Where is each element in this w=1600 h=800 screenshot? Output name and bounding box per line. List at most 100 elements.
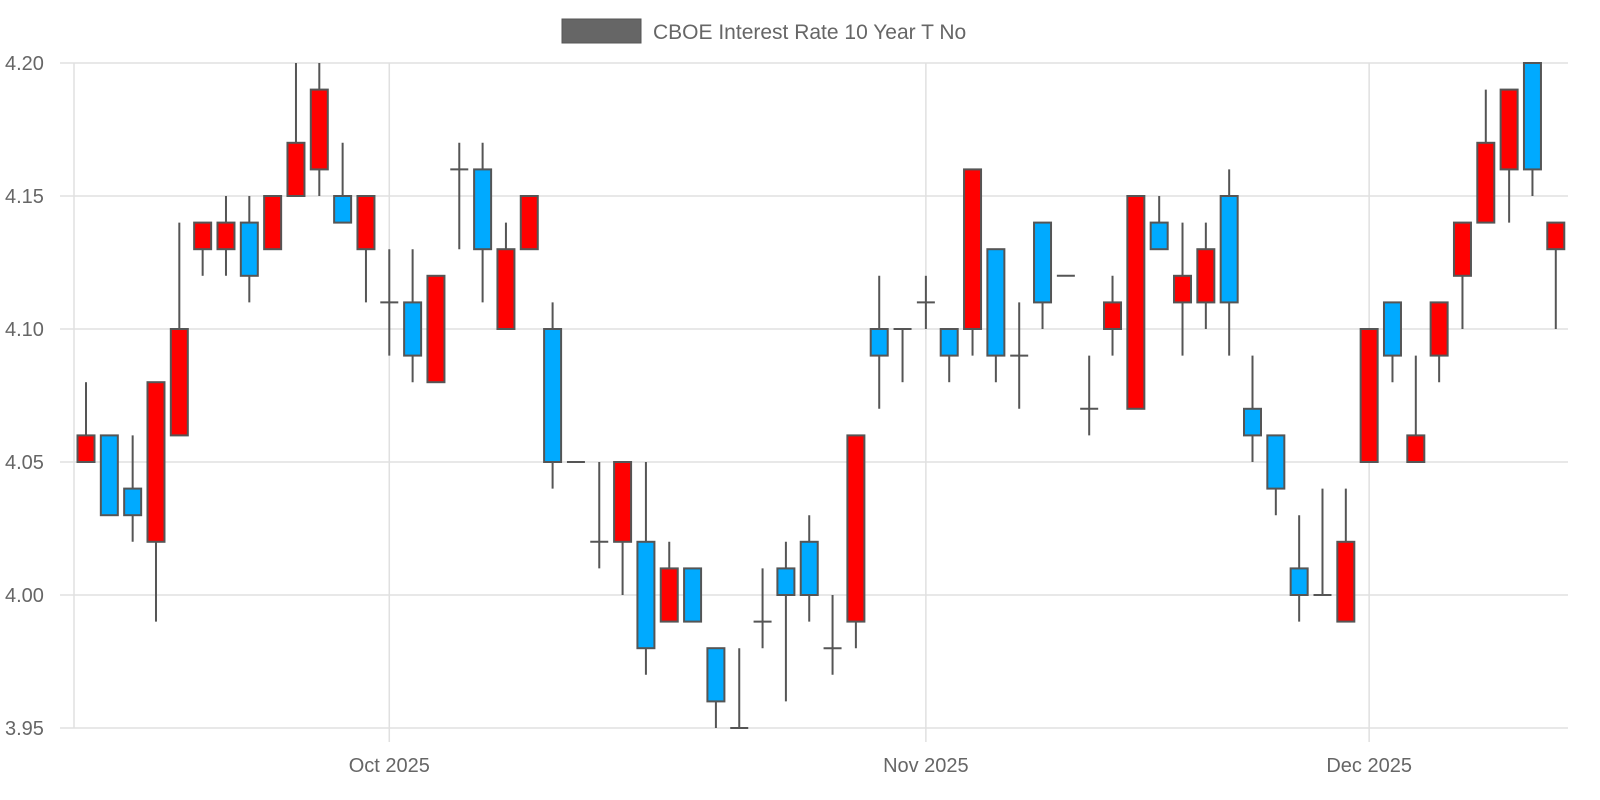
candle-body xyxy=(1103,301,1123,330)
legend-swatch xyxy=(561,18,642,44)
candle[interactable] xyxy=(76,382,96,463)
candle-body xyxy=(1289,567,1309,597)
x-axis: Oct 2025 Nov 2025 Dec 2025 xyxy=(349,755,1412,777)
candle[interactable] xyxy=(519,195,539,251)
x-tick-label: Oct 2025 xyxy=(349,755,430,777)
candle-body xyxy=(519,195,539,251)
candle-body xyxy=(1033,221,1053,304)
candle[interactable] xyxy=(916,275,935,329)
candle-body xyxy=(939,328,959,357)
candle[interactable] xyxy=(450,142,469,250)
candle-body xyxy=(403,301,423,357)
candle[interactable] xyxy=(590,462,609,569)
candle-body xyxy=(1406,434,1426,463)
candle[interactable] xyxy=(403,249,423,383)
candle[interactable] xyxy=(309,63,329,196)
candle-body xyxy=(1196,248,1216,304)
candle-body xyxy=(1546,221,1566,251)
candle-body xyxy=(496,248,516,330)
candle-body xyxy=(123,487,143,517)
candle[interactable] xyxy=(986,248,1006,383)
candle[interactable] xyxy=(776,541,796,702)
candle-body xyxy=(1476,141,1496,224)
candle[interactable] xyxy=(380,249,399,356)
candle[interactable] xyxy=(1382,301,1402,383)
candle-body xyxy=(193,221,213,251)
candle[interactable] xyxy=(1149,196,1169,251)
candle[interactable] xyxy=(496,222,516,330)
candle-body xyxy=(1522,62,1542,171)
candle[interactable] xyxy=(216,196,236,276)
candle[interactable] xyxy=(1546,221,1566,329)
candle-body xyxy=(146,381,166,543)
candle[interactable] xyxy=(333,142,353,224)
candle[interactable] xyxy=(239,196,259,303)
candle[interactable] xyxy=(659,541,679,623)
candle-body xyxy=(776,567,796,597)
candle-body xyxy=(846,434,866,623)
candle[interactable] xyxy=(263,195,283,251)
x-tick-label: Dec 2025 xyxy=(1326,755,1412,777)
candle[interactable] xyxy=(1266,434,1286,516)
candle[interactable] xyxy=(193,221,213,276)
candle[interactable] xyxy=(1313,488,1332,596)
candle-body xyxy=(1126,195,1146,410)
candle[interactable] xyxy=(123,435,143,542)
candle[interactable] xyxy=(846,434,866,649)
candle[interactable] xyxy=(683,567,703,623)
candle[interactable] xyxy=(1010,302,1029,409)
candle-body xyxy=(1243,407,1262,437)
candle[interactable] xyxy=(963,168,983,356)
candle[interactable] xyxy=(99,434,119,517)
candle-body xyxy=(706,647,726,703)
candle-body xyxy=(99,434,119,517)
candle-body xyxy=(543,328,563,463)
candle-body xyxy=(239,221,259,277)
candle[interactable] xyxy=(1522,62,1542,196)
candle[interactable] xyxy=(1499,88,1519,223)
candle[interactable] xyxy=(356,195,376,303)
y-tick-label: 4.00 xyxy=(5,585,44,607)
y-tick-label: 3.95 xyxy=(5,718,44,740)
candle[interactable] xyxy=(1173,222,1193,356)
candle[interactable] xyxy=(893,328,912,383)
candle[interactable] xyxy=(1359,328,1379,463)
candle[interactable] xyxy=(1033,221,1053,329)
candle[interactable] xyxy=(146,381,166,622)
candle[interactable] xyxy=(869,275,889,409)
candle-body xyxy=(636,540,656,650)
candle[interactable] xyxy=(939,328,959,383)
candle[interactable] xyxy=(1219,169,1239,356)
candle-body xyxy=(1359,328,1379,463)
candle[interactable] xyxy=(1336,488,1356,623)
candle[interactable] xyxy=(1080,355,1099,436)
y-tick-label: 4.10 xyxy=(5,319,44,341)
candle[interactable] xyxy=(286,63,306,198)
candle[interactable] xyxy=(1476,89,1496,224)
candle[interactable] xyxy=(473,142,493,303)
candle[interactable] xyxy=(799,515,819,622)
candle[interactable] xyxy=(1452,221,1472,329)
candle[interactable] xyxy=(613,461,633,595)
candle[interactable] xyxy=(706,647,726,728)
candle[interactable] xyxy=(1103,275,1123,356)
candle[interactable] xyxy=(1289,515,1309,622)
candle[interactable] xyxy=(1429,301,1449,383)
candle[interactable] xyxy=(1196,222,1216,329)
candle[interactable] xyxy=(636,462,656,675)
candle[interactable] xyxy=(1406,355,1426,463)
candle[interactable] xyxy=(1243,355,1262,462)
candle[interactable] xyxy=(823,595,842,675)
candle[interactable] xyxy=(753,568,772,649)
candle[interactable] xyxy=(169,222,189,437)
candle[interactable] xyxy=(1126,195,1146,410)
candle-body xyxy=(426,274,446,384)
candle[interactable] xyxy=(543,302,563,489)
candle[interactable] xyxy=(730,648,749,729)
legend[interactable]: CBOE Interest Rate 10 Year T No xyxy=(561,18,966,44)
y-tick-label: 4.05 xyxy=(5,452,44,474)
candle[interactable] xyxy=(426,274,446,384)
candle-body xyxy=(986,248,1006,357)
candle-body xyxy=(263,195,283,251)
